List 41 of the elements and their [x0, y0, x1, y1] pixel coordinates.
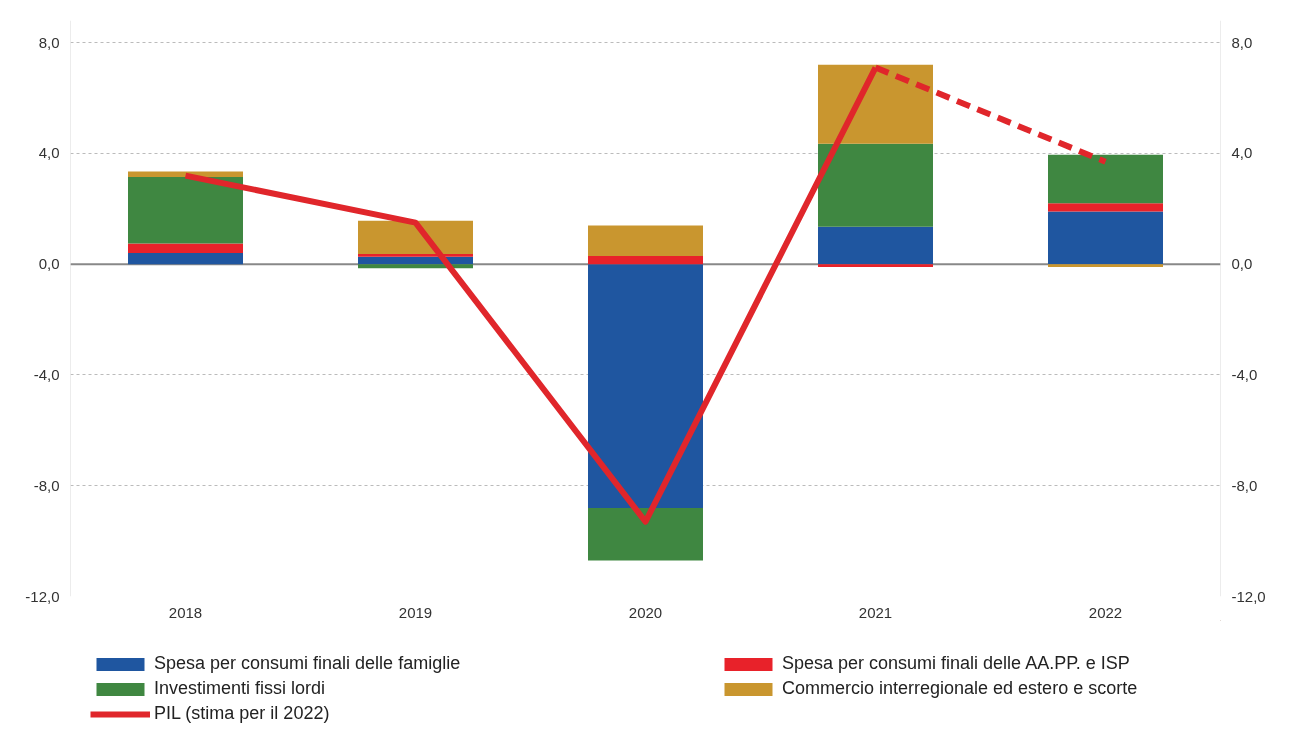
y2-tick-label: 4,0: [1231, 144, 1253, 162]
bar: [358, 253, 473, 257]
x-tick-label: 2019: [398, 603, 433, 621]
x-tick-label: 2022: [1088, 603, 1123, 621]
bar: [588, 507, 703, 561]
bar: [1048, 203, 1163, 212]
y2-tick-label: -8,0: [1231, 476, 1258, 494]
y2-tick-label: 8,0: [1231, 33, 1253, 51]
x-tick-label: 2021: [858, 603, 893, 621]
bar: [588, 225, 703, 256]
y-tick-label: -8,0: [33, 476, 60, 494]
x-tick-label: 2020: [628, 603, 663, 621]
bar: [588, 255, 703, 265]
y-tick-label: -4,0: [33, 365, 60, 383]
y2-tick-label: 0,0: [1231, 255, 1253, 273]
legend-label: Spesa per consumi finali delle AA.PP. e ISP: [782, 653, 1131, 674]
bar: [818, 64, 933, 144]
bar: [1048, 264, 1163, 267]
x-tick-label: 2018: [168, 603, 203, 621]
bar: [128, 243, 243, 254]
bar: [1048, 154, 1163, 204]
legend-label: PIL (stima per il 2022): [154, 703, 331, 724]
bar: [128, 253, 243, 265]
bar: [128, 171, 243, 177]
legend-label: Spesa per consumi finali delle famiglie: [154, 653, 462, 674]
y-tick-label: 8,0: [38, 33, 60, 51]
bar: [358, 264, 473, 269]
legend-label: Commercio interregionale ed estero e scorte: [782, 678, 1139, 699]
y2-tick-label: -4,0: [1231, 365, 1258, 383]
y-tick-label: 0,0: [38, 255, 60, 273]
bar: [818, 264, 933, 267]
bar: [818, 226, 933, 265]
y-tick-label: -12,0: [25, 587, 60, 605]
y-tick-label: 4,0: [38, 144, 60, 162]
y2-tick-label: -12,0: [1231, 587, 1266, 605]
legend-label: Investimenti fissi lordi: [154, 678, 327, 699]
bar: [358, 220, 473, 254]
bar: [1048, 211, 1163, 265]
bar: [818, 143, 933, 227]
bar: [588, 264, 703, 508]
bar: [128, 176, 243, 244]
